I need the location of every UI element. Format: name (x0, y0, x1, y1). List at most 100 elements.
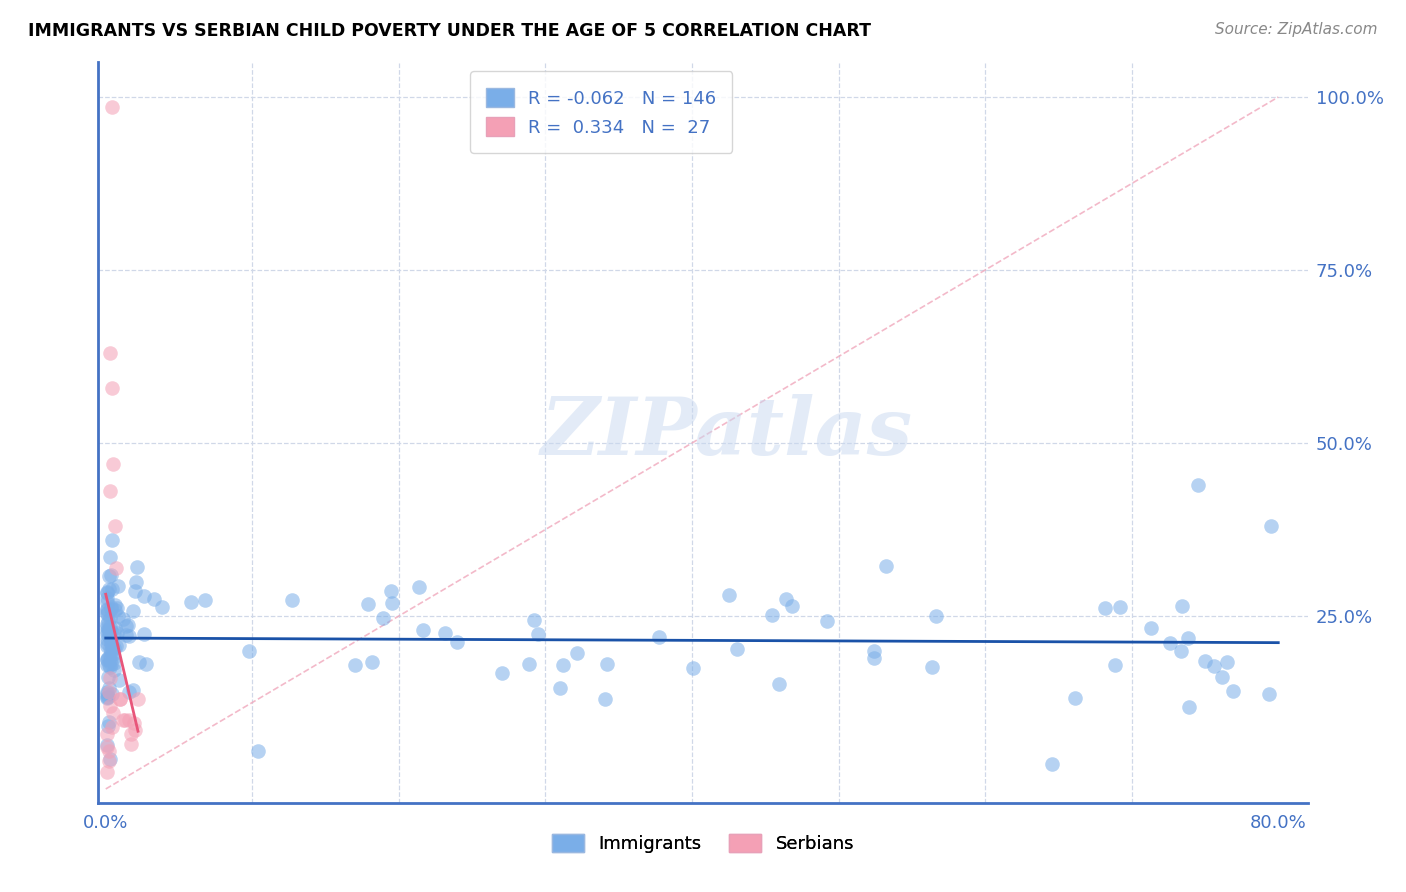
Point (101, 457, 124, 471)
Point (98, 549, 121, 564)
Point (100, 635, 122, 649)
Point (100, 720, 122, 734)
Point (114, 713, 136, 727)
Point (112, 713, 135, 727)
Point (104, 640, 127, 654)
Point (96, 651, 118, 665)
Point (98, 629, 121, 643)
Point (150, 600, 173, 615)
Point (768, 677, 790, 691)
Point (921, 659, 943, 673)
Point (97, 744, 120, 758)
Point (96, 764, 118, 779)
Point (96, 658, 118, 673)
Point (925, 609, 948, 624)
Text: Source: ZipAtlas.com: Source: ZipAtlas.com (1215, 22, 1378, 37)
Point (100, 533, 122, 547)
Point (98, 648, 121, 663)
Point (96, 616, 118, 631)
Point (103, 657, 125, 671)
Point (96, 591, 118, 605)
Point (118, 713, 141, 727)
Point (110, 692, 132, 706)
Point (523, 614, 546, 628)
Point (100, 568, 122, 582)
Point (194, 592, 217, 607)
Point (1177, 631, 1199, 645)
Point (98, 653, 121, 667)
Point (121, 683, 143, 698)
Point (875, 559, 897, 574)
Point (761, 607, 783, 622)
Point (682, 661, 704, 675)
Point (100, 599, 122, 614)
Point (143, 591, 166, 606)
Point (1104, 657, 1126, 672)
Point (104, 621, 127, 635)
Point (371, 611, 394, 625)
Point (103, 519, 125, 533)
Point (96, 684, 118, 698)
Point (1171, 599, 1194, 614)
Point (96, 606, 118, 620)
Point (134, 589, 156, 603)
Point (96, 620, 118, 634)
Point (863, 651, 886, 665)
Point (100, 381, 122, 395)
Point (1257, 686, 1279, 700)
Point (380, 584, 402, 599)
Point (381, 596, 404, 610)
Point (97, 685, 120, 699)
Point (118, 629, 141, 643)
Point (1194, 654, 1216, 668)
Point (96, 639, 118, 653)
Point (98, 681, 121, 695)
Point (96, 740, 118, 755)
Point (360, 655, 382, 669)
Point (124, 583, 146, 598)
Point (125, 575, 148, 590)
Point (565, 646, 588, 660)
Point (1094, 601, 1116, 615)
Point (100, 687, 122, 701)
Point (100, 657, 122, 671)
Point (247, 744, 270, 758)
Point (96, 585, 118, 599)
Point (1170, 643, 1192, 657)
Point (96, 652, 118, 666)
Point (862, 644, 884, 658)
Point (1216, 655, 1239, 669)
Point (98, 624, 121, 639)
Point (815, 615, 838, 629)
Point (725, 642, 748, 657)
Point (238, 644, 260, 658)
Point (596, 657, 619, 671)
Point (117, 618, 139, 632)
Point (104, 603, 127, 617)
Point (98, 631, 121, 645)
Point (100, 624, 122, 639)
Point (180, 595, 202, 609)
Point (357, 597, 380, 611)
Point (101, 582, 124, 597)
Point (551, 657, 574, 672)
Point (1064, 690, 1087, 705)
Point (527, 627, 550, 641)
Legend: Immigrants, Serbians: Immigrants, Serbians (544, 827, 862, 861)
Point (1260, 519, 1282, 533)
Point (124, 723, 146, 738)
Point (98, 346, 121, 360)
Point (1187, 477, 1209, 491)
Point (134, 626, 156, 640)
Point (135, 657, 157, 671)
Point (128, 655, 150, 669)
Point (96, 632, 118, 646)
Point (1211, 669, 1233, 683)
Point (103, 663, 125, 677)
Point (97, 670, 120, 684)
Text: IMMIGRANTS VS SERBIAN CHILD POVERTY UNDER THE AGE OF 5 CORRELATION CHART: IMMIGRANTS VS SERBIAN CHILD POVERTY UNDE… (28, 22, 872, 40)
Point (446, 634, 468, 648)
Point (491, 665, 513, 680)
Point (97, 622, 120, 636)
Point (125, 560, 148, 574)
